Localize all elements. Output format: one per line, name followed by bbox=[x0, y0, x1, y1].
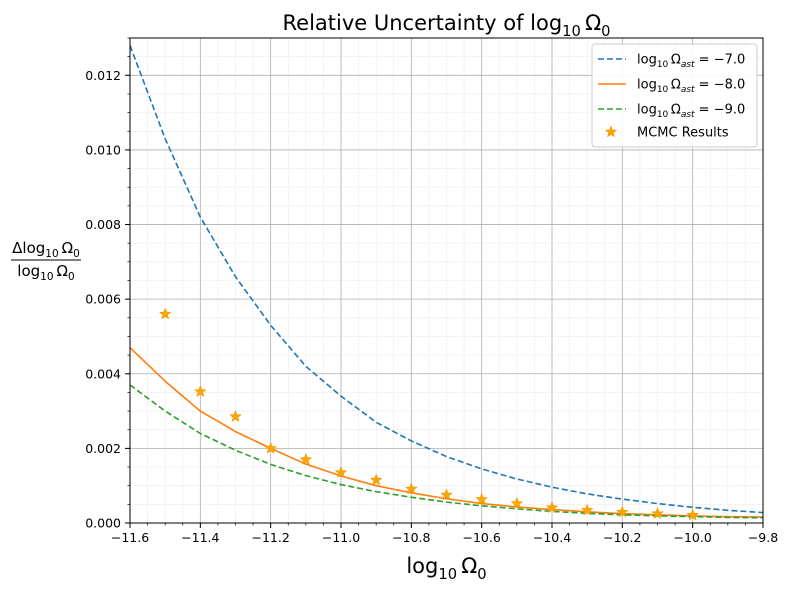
y-tick-label: 0.002 bbox=[85, 441, 121, 456]
y-tick-label: 0.004 bbox=[85, 366, 121, 381]
x-tick-label: −11.4 bbox=[181, 530, 219, 545]
mcmc-star-marker bbox=[651, 506, 664, 520]
legend-star-icon bbox=[604, 125, 618, 138]
legend-label-1: log10 Ωast = −7.0 bbox=[637, 53, 745, 71]
series-line-1 bbox=[130, 45, 763, 514]
mcmc-star-marker bbox=[475, 492, 489, 505]
y-tick-label: 0.010 bbox=[85, 142, 121, 157]
mcmc-star-marker bbox=[369, 473, 383, 486]
y-tick-label: 0.012 bbox=[85, 68, 121, 83]
mcmc-star-marker bbox=[299, 452, 313, 466]
x-tick-label: −10.4 bbox=[533, 530, 571, 545]
mcmc-star-marker bbox=[264, 441, 278, 454]
x-tick-label: −10.8 bbox=[392, 530, 430, 545]
x-axis-label: log10 Ω0 bbox=[406, 554, 486, 583]
mcmc-points bbox=[158, 307, 700, 521]
legend-label-mcmc: MCMC Results bbox=[637, 126, 729, 141]
mcmc-star-marker bbox=[686, 508, 700, 521]
mcmc-star-marker bbox=[615, 505, 629, 518]
mcmc-star-marker bbox=[229, 409, 242, 423]
mcmc-star-marker bbox=[510, 496, 524, 510]
y-axis-label-numerator: Δlog10 Ω0 bbox=[12, 239, 80, 260]
mcmc-star-marker bbox=[545, 500, 559, 514]
mcmc-star-marker bbox=[193, 384, 207, 398]
x-tick-label: −10.6 bbox=[463, 530, 501, 545]
mcmc-star-marker bbox=[440, 488, 453, 501]
legend: log10 Ωast = −7.0 log10 Ωast = −8.0 log10 … bbox=[591, 43, 758, 148]
chart-title: Relative Uncertainty of log10 Ω0 bbox=[283, 11, 611, 40]
x-tick-label: −11.6 bbox=[111, 530, 149, 545]
mcmc-star-marker bbox=[334, 465, 348, 479]
x-tick-label: −11.2 bbox=[252, 530, 290, 545]
x-tick-label: −10.0 bbox=[674, 530, 712, 545]
mcmc-star-marker bbox=[404, 482, 418, 495]
mcmc-star-marker bbox=[158, 307, 172, 320]
legend-label-2: log10 Ωast = −8.0 bbox=[637, 78, 745, 96]
y-tick-label: 0.000 bbox=[85, 516, 121, 531]
y-axis-label-denominator: log10 Ω0 bbox=[17, 262, 74, 283]
mcmc-star-marker bbox=[580, 503, 594, 516]
x-tick-label: −11.0 bbox=[322, 530, 360, 545]
x-tick-label: −10.2 bbox=[603, 530, 641, 545]
legend-label-3: log10 Ωast = −9.0 bbox=[637, 103, 745, 121]
x-tick-label: −9.8 bbox=[748, 530, 778, 545]
legend-box bbox=[591, 43, 758, 148]
y-tick-label: 0.008 bbox=[85, 217, 121, 232]
y-tick-label: 0.006 bbox=[85, 292, 121, 307]
